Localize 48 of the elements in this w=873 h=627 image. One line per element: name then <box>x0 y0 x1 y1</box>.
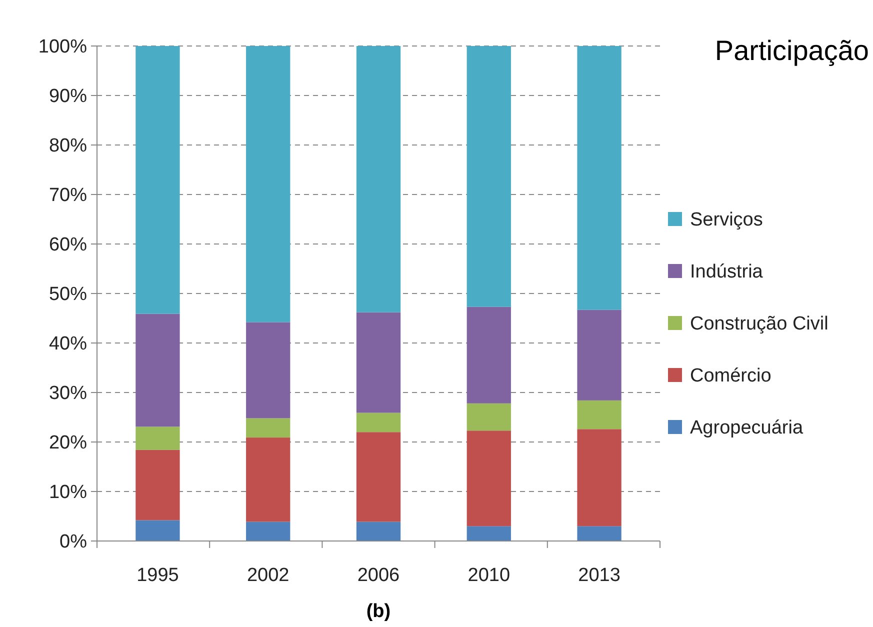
bar <box>577 46 622 310</box>
bar <box>246 438 290 522</box>
bar <box>356 412 401 432</box>
bar <box>246 322 290 418</box>
y-tick-label: 90% <box>48 86 88 108</box>
bar <box>246 418 290 438</box>
x-tick-label: 1995 <box>136 565 179 586</box>
bar <box>466 306 511 404</box>
y-tick-label: 80% <box>48 136 88 157</box>
y-tick-label: 70% <box>48 185 88 206</box>
y-tick-label: 100% <box>38 36 88 58</box>
bar <box>466 403 511 431</box>
x-tick-label: 2013 <box>578 565 620 586</box>
legend-label: Indústria <box>690 262 764 283</box>
bar <box>136 426 180 450</box>
y-tick-label: 0% <box>60 532 88 553</box>
y-tick-label: 20% <box>48 432 88 454</box>
text: Participação <box>714 35 869 66</box>
text: (b) <box>366 601 391 622</box>
bar <box>466 526 511 541</box>
bar <box>136 314 180 427</box>
bar <box>577 310 622 400</box>
bar <box>577 400 622 430</box>
legend-label: Agropecuária <box>690 418 804 439</box>
bar <box>246 522 290 541</box>
bar <box>466 430 511 526</box>
bar <box>246 46 290 322</box>
x-tick-label: 2002 <box>246 565 290 586</box>
x-tick-label: 2010 <box>468 565 510 586</box>
x-tick-label: 2006 <box>357 565 400 586</box>
y-tick-label: 40% <box>48 334 88 355</box>
y-tick-label: 10% <box>48 482 88 504</box>
legend-label: Construção Civil <box>690 314 828 335</box>
y-tick-label: 60% <box>48 234 88 256</box>
bar <box>466 46 511 307</box>
bar <box>136 520 180 541</box>
legend-label: Comércio <box>690 366 772 387</box>
bar <box>136 46 180 314</box>
y-tick-label: 50% <box>48 284 88 306</box>
bar <box>356 432 401 522</box>
bar <box>356 312 401 413</box>
bar <box>136 450 180 520</box>
legend-label: Serviços <box>690 210 763 231</box>
y-tick-label: 30% <box>48 383 88 404</box>
bar <box>356 522 401 541</box>
bar <box>577 429 622 526</box>
bar <box>577 526 622 541</box>
bar <box>356 46 401 312</box>
